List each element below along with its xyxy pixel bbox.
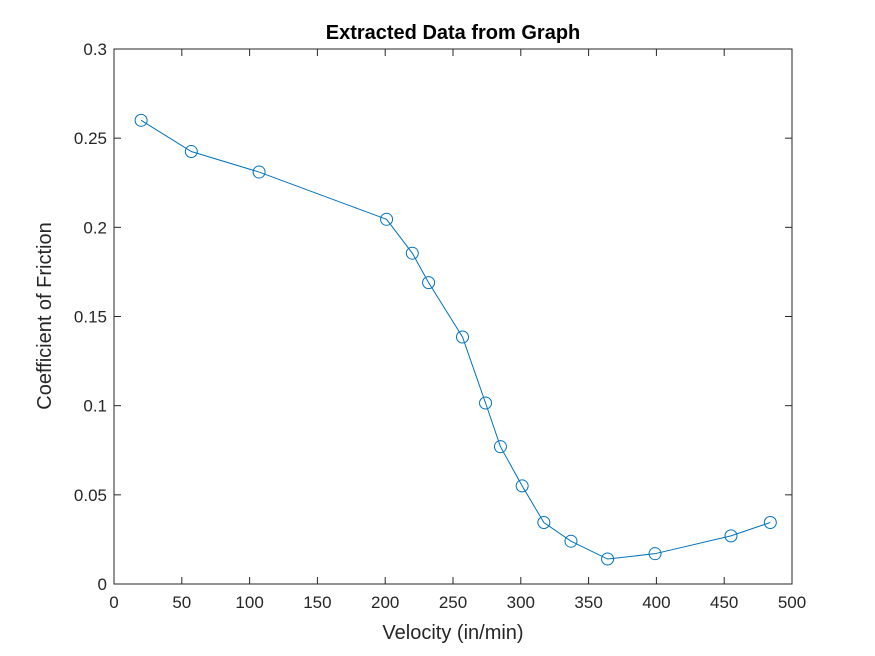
x-tick-label: 250 [439,593,467,612]
data-point-marker [724,529,738,543]
x-tick-label: 100 [235,593,263,612]
series-layer [134,113,777,566]
x-tick-label: 350 [574,593,602,612]
x-tick-label: 300 [507,593,535,612]
data-point-marker [184,145,198,159]
plot-area [113,48,793,585]
y-tick-label: 0.1 [83,397,107,416]
chart-title: Extracted Data from Graph [326,22,581,44]
x-tick-label: 400 [642,593,670,612]
data-point-marker [422,276,436,290]
x-tick-label: 450 [710,593,738,612]
data-point-marker [601,552,615,566]
y-tick-label: 0.05 [74,486,107,505]
data-point-marker [537,515,551,529]
data-point-marker [763,515,777,529]
data-point-marker [252,165,266,179]
data-point-marker [405,246,419,260]
x-axis-label: Velocity (in/min) [382,622,523,644]
series-line [140,119,771,560]
data-point-marker [134,113,148,127]
y-tick-label: 0.25 [74,129,107,148]
data-point-marker [515,479,529,493]
y-axis-label: Coefficient of Friction [34,222,56,410]
data-point-marker [380,212,394,226]
data-point-marker [648,547,662,561]
data-point-marker [455,330,469,344]
x-axis-ticks: 0 50 100 150 200 250 300 350 400 450 500 [109,49,806,612]
x-tick-label: 150 [303,593,331,612]
data-point-marker [564,534,578,548]
x-tick-label: 0 [109,593,118,612]
x-tick-label: 200 [371,593,399,612]
y-tick-label: 0.15 [74,308,107,327]
y-tick-label: 0.3 [83,40,107,59]
y-tick-label: 0 [98,575,107,594]
data-point-marker [493,440,507,454]
y-axis-ticks: 0 0.05 0.1 0.15 0.2 0.25 0.3 [74,40,792,594]
data-point-marker [479,396,493,410]
x-tick-label: 500 [778,593,806,612]
x-tick-label: 50 [172,593,191,612]
y-tick-label: 0.2 [83,218,107,237]
